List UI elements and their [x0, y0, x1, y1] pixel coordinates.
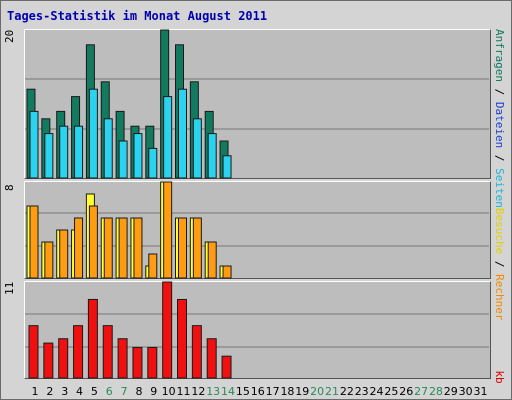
bar-dateien-day-14 [222, 155, 232, 179]
bar-dateien-day-2 [44, 133, 54, 179]
x-tick-label-day-16: 16 [251, 385, 265, 398]
bar-kb-day-14 [221, 355, 232, 379]
legend-separator: / [493, 81, 506, 102]
x-tick-label-day-9: 9 [150, 385, 157, 398]
bar-kb-day-4 [73, 325, 84, 379]
legend-seiten: Seiten [493, 168, 506, 208]
bar-rechner-day-3 [59, 229, 69, 279]
x-tick-label-day-17: 17 [266, 385, 280, 398]
legend-separator: / [493, 254, 506, 275]
x-tick-label-day-31: 31 [474, 385, 488, 398]
x-tick-label-day-19: 19 [295, 385, 309, 398]
x-tick-label-day-13: 13 [206, 385, 220, 398]
legend-separator: / [493, 148, 506, 169]
x-tick-label-day-4: 4 [76, 385, 83, 398]
x-tick-label-day-1: 1 [32, 385, 39, 398]
legend-anfragen: Anfragen [493, 29, 506, 82]
x-tick-label-day-15: 15 [236, 385, 250, 398]
bar-kb-day-10 [162, 281, 173, 379]
bar-dateien-day-9 [148, 147, 158, 179]
bar-rechner-day-13 [207, 241, 217, 279]
bar-kb-day-6 [102, 325, 113, 379]
bar-dateien-day-11 [178, 88, 187, 179]
bar-kb-day-9 [147, 346, 158, 379]
bar-rechner-day-14 [222, 265, 232, 279]
x-tick-label-day-18: 18 [280, 385, 294, 398]
x-tick-label-day-10: 10 [162, 385, 176, 398]
bar-rechner-day-7 [118, 217, 128, 279]
bar-rechner-day-9 [148, 253, 158, 279]
bar-dateien-day-3 [59, 125, 69, 179]
bar-kb-day-13 [206, 338, 217, 379]
x-tick-label-day-2: 2 [46, 385, 53, 398]
bar-rechner-day-2 [44, 241, 54, 279]
x-tick-label-day-6: 6 [106, 385, 113, 398]
bar-kb-day-3 [58, 338, 69, 379]
bar-rechner-day-12 [192, 217, 202, 279]
x-tick-label-day-22: 22 [340, 385, 354, 398]
x-tick-label-day-23: 23 [355, 385, 369, 398]
bar-rechner-day-5 [88, 205, 98, 279]
x-tick-label-day-27: 27 [414, 385, 428, 398]
x-tick-label-day-12: 12 [191, 385, 205, 398]
bar-dateien-day-6 [103, 118, 113, 179]
bar-rechner-day-10 [163, 181, 173, 279]
chart-title: Tages-Statistik im Monat August 2011 [7, 9, 268, 23]
bar-dateien-day-4 [74, 125, 84, 179]
x-tick-label-day-29: 29 [444, 385, 458, 398]
x-tick-label-day-5: 5 [91, 385, 98, 398]
x-tick-label-day-20: 20 [310, 385, 324, 398]
bar-dateien-day-13 [207, 133, 217, 179]
bar-kb-day-8 [132, 346, 143, 379]
bar-dateien-day-8 [133, 133, 143, 179]
bar-kb-day-1 [28, 325, 39, 379]
bar-kb-day-5 [87, 298, 98, 379]
legend-besuche: Besuche [493, 207, 506, 255]
bar-kb-day-12 [191, 325, 202, 379]
x-tick-label-day-8: 8 [135, 385, 142, 398]
bar-rechner-day-11 [178, 217, 187, 279]
x-tick-label-day-11: 11 [177, 385, 191, 398]
panel-bottom [24, 281, 491, 379]
bar-dateien-day-1 [29, 110, 39, 179]
legend-kb: kb [493, 370, 506, 384]
bar-rechner-day-1 [29, 205, 39, 279]
x-tick-label-day-26: 26 [399, 385, 413, 398]
x-tick-label-day-28: 28 [429, 385, 443, 398]
bar-dateien-day-7 [118, 140, 128, 179]
bar-kb-day-2 [43, 342, 54, 379]
x-tick-label-day-7: 7 [121, 385, 128, 398]
legend-rechner: Rechner [493, 274, 506, 321]
bar-dateien-day-10 [163, 96, 173, 179]
x-tick-label-day-30: 30 [459, 385, 473, 398]
series-legend: Anfragen / Dateien / SeitenBesuche / Rec… [492, 29, 510, 384]
bar-kb-day-11 [177, 298, 187, 379]
bar-rechner-day-6 [103, 217, 113, 279]
x-tick-label-day-21: 21 [325, 385, 339, 398]
bar-rechner-day-4 [74, 217, 84, 279]
x-tick-label-day-25: 25 [384, 385, 398, 398]
bar-rechner-day-8 [133, 217, 143, 279]
bar-dateien-day-12 [192, 118, 202, 179]
bar-kb-day-7 [117, 338, 128, 379]
x-tick-label-day-14: 14 [221, 385, 235, 398]
x-tick-label-day-24: 24 [370, 385, 384, 398]
legend-dateien: Dateien [493, 101, 506, 149]
bar-dateien-day-5 [88, 88, 98, 179]
x-tick-label-day-3: 3 [61, 385, 68, 398]
